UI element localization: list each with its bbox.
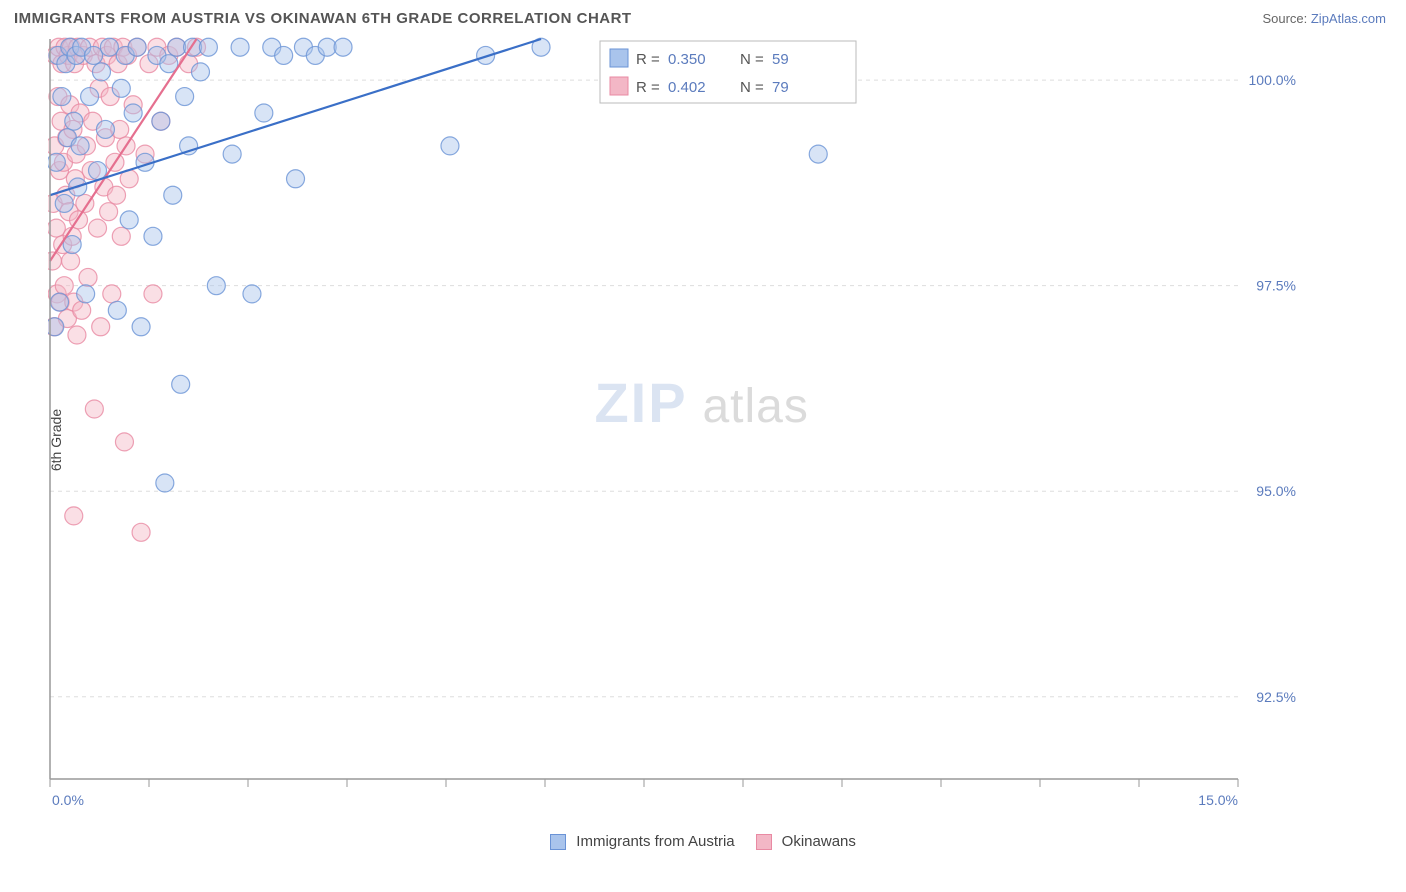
y-axis-label: 6th Grade <box>48 409 64 471</box>
svg-text:59: 59 <box>772 51 789 68</box>
svg-text:92.5%: 92.5% <box>1256 689 1296 705</box>
scatter-chart: 92.5% 95.0% 97.5% 100.0% ZIP atlas 0.0% 15.0% R … <box>48 37 1308 827</box>
legend-label-a: Immigrants from Austria <box>576 833 734 850</box>
svg-text:atlas: atlas <box>702 380 808 433</box>
svg-text:95.0%: 95.0% <box>1256 483 1296 499</box>
svg-text:79: 79 <box>772 79 789 96</box>
svg-text:15.0%: 15.0% <box>1198 792 1238 808</box>
svg-text:N =: N = <box>740 79 764 96</box>
source-attribution: Source: ZipAtlas.com <box>1262 11 1386 26</box>
source-link[interactable]: ZipAtlas.com <box>1311 11 1386 26</box>
svg-text:ZIP: ZIP <box>594 371 687 434</box>
svg-text:100.0%: 100.0% <box>1249 72 1296 88</box>
chart-title: IMMIGRANTS FROM AUSTRIA VS OKINAWAN 6TH … <box>14 10 632 27</box>
svg-text:0.0%: 0.0% <box>52 792 84 808</box>
bottom-legend: Immigrants from Austria Okinawans <box>0 833 1406 850</box>
header: IMMIGRANTS FROM AUSTRIA VS OKINAWAN 6TH … <box>0 0 1406 33</box>
svg-text:R =: R = <box>636 79 660 96</box>
svg-text:97.5%: 97.5% <box>1256 278 1296 294</box>
plot-container: 6th Grade 92.5% 95.0% 97.5% 100.0% ZIP atlas 0… <box>48 37 1376 827</box>
legend-label-b: Okinawans <box>782 833 856 850</box>
svg-text:0.350: 0.350 <box>668 51 706 68</box>
legend-swatch-a <box>550 834 566 850</box>
svg-text:0.402: 0.402 <box>668 79 706 96</box>
svg-text:N =: N = <box>740 51 764 68</box>
legend-swatch-b <box>756 834 772 850</box>
source-prefix: Source: <box>1262 11 1310 26</box>
svg-text:R =: R = <box>636 51 660 68</box>
